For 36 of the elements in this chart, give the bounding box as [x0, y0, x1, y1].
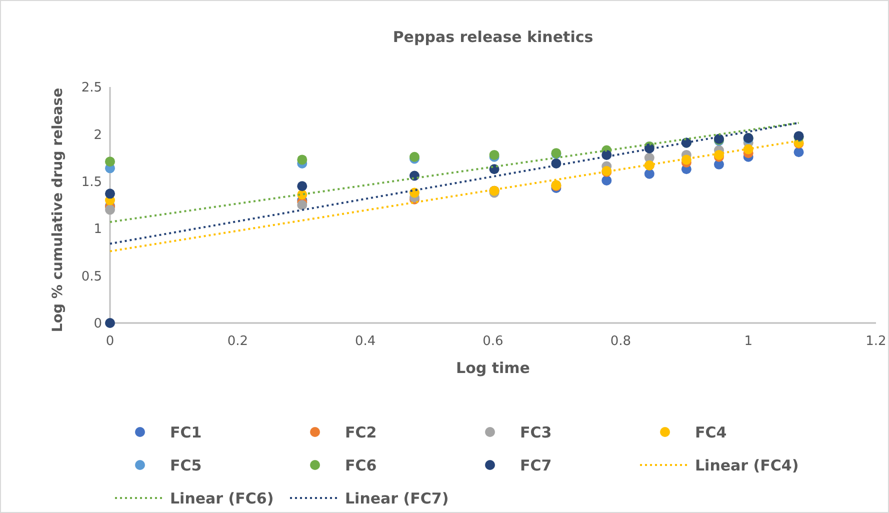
legend-label: Linear (FC7): [345, 489, 449, 508]
point: [602, 175, 612, 186]
legend-label: FC2: [345, 423, 377, 442]
point: [297, 200, 308, 210]
legend-label: FC4: [695, 423, 727, 442]
x-tick-label: 0: [106, 334, 114, 349]
y-tick-label: 0: [94, 316, 102, 332]
x-tick-label: 0.6: [482, 334, 504, 349]
chart-title: Peppas release kinetics: [392, 28, 594, 46]
point: [297, 181, 308, 192]
x-tick-label: 0.4: [354, 334, 376, 349]
point: [105, 188, 115, 199]
y-tick-label: 0.5: [81, 269, 102, 284]
legend-label: FC7: [520, 456, 552, 474]
legend-label: FC3: [520, 423, 552, 442]
point: [794, 147, 804, 158]
point: [105, 156, 115, 167]
point: [297, 154, 308, 165]
point: [105, 204, 115, 215]
legend-label: FC1: [170, 423, 202, 442]
point: [644, 168, 654, 179]
x-tick-label: 1: [744, 334, 752, 349]
y-tick-label: 1.5: [81, 174, 102, 190]
y-tick-label: 2: [94, 128, 102, 143]
x-tick-label: 0.8: [610, 334, 632, 349]
y-tick-label: 1: [94, 222, 102, 238]
y-tick-label: 2.5: [81, 80, 102, 96]
point: [105, 318, 115, 328]
y-axis-title: Log % cumulative drug release: [50, 88, 66, 332]
legend-label: FC6: [345, 456, 377, 474]
legend-label: FC5: [170, 456, 202, 474]
x-axis-title: Log time: [456, 359, 530, 377]
legend-label: Linear (FC4): [695, 456, 799, 474]
x-tick-label: 0.2: [227, 334, 248, 349]
x-tick-label: 1.2: [866, 334, 886, 349]
legend-label: Linear (FC6): [170, 489, 274, 508]
